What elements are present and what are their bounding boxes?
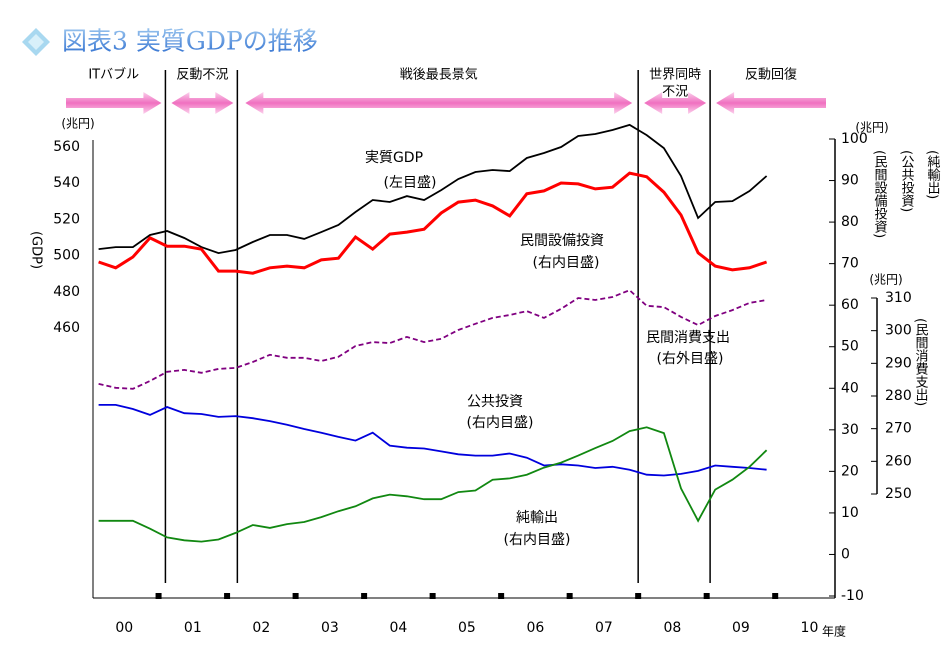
- y3-tick-label: 290: [885, 355, 912, 371]
- series-label: 純輸出: [516, 510, 558, 526]
- y2-tick-label: 80: [841, 214, 859, 230]
- x-tick-label: 07: [595, 620, 613, 636]
- x-tick-label: 05: [458, 620, 476, 636]
- x-tick: [703, 593, 710, 599]
- series-label: 民間設備投資: [520, 233, 604, 249]
- period-label: 世界同時: [649, 68, 701, 83]
- x-tick: [429, 593, 436, 599]
- x-label: 年度: [822, 625, 846, 639]
- title-icon: [22, 28, 50, 56]
- x-tick-label: 10: [801, 620, 819, 636]
- period-arrow: [66, 92, 162, 114]
- y-tick-label: 560: [53, 139, 80, 155]
- period-arrow: [171, 92, 234, 114]
- series-line: [98, 123, 768, 255]
- y3-tick-label: 260: [885, 453, 912, 469]
- period-arrow: [716, 92, 826, 114]
- y2-tick-label: -10: [841, 588, 864, 604]
- series-note: (右外目盛): [657, 351, 724, 367]
- series-line: [98, 171, 768, 275]
- x-tick: [566, 593, 573, 599]
- y2-tick-label: 30: [841, 422, 859, 438]
- period-arrow: [245, 92, 633, 114]
- y2-label: (純輸出): [925, 150, 941, 199]
- period-label: 戦後最長景気: [400, 67, 478, 83]
- x-tick: [224, 593, 231, 599]
- x-tick-label: 04: [389, 620, 407, 636]
- series-note: (右内目盛): [504, 532, 571, 548]
- period-label: ITバブル: [88, 67, 139, 83]
- period-label: 反動回復: [745, 67, 797, 83]
- chart-title: 図表3 実質GDPの推移: [62, 27, 318, 56]
- y2-tick-label: 40: [841, 380, 859, 396]
- y-label: (GDP): [29, 231, 44, 269]
- x-tick-label: 06: [526, 620, 544, 636]
- series-note: (右内目盛): [467, 415, 534, 431]
- series-line: [98, 404, 767, 477]
- y3-tick-label: 270: [885, 421, 912, 437]
- y2-tick-label: 0: [841, 546, 850, 562]
- period-label: 不況: [662, 85, 688, 100]
- x-tick: [155, 593, 162, 599]
- x-tick: [635, 593, 642, 599]
- y2-unit: (兆円): [855, 121, 888, 135]
- x-tick-label: 01: [184, 620, 202, 636]
- series-note: (左目盛): [384, 175, 437, 191]
- series-label: 民間消費支出: [646, 330, 730, 346]
- x-tick-label: 08: [664, 620, 682, 636]
- y2-tick-label: 50: [841, 339, 859, 355]
- y3-tick-label: 250: [885, 486, 912, 502]
- y3-tick-label: 310: [885, 290, 912, 306]
- x-tick: [292, 593, 299, 599]
- y2-tick-label: 70: [841, 256, 859, 272]
- x-tick: [772, 593, 779, 599]
- x-tick-label: 09: [732, 620, 750, 636]
- y3-label: (民間消費支出): [913, 318, 929, 406]
- series-label: 公共投資: [467, 394, 523, 410]
- y3-tick-label: 280: [885, 388, 912, 404]
- y-tick-label: 460: [53, 320, 80, 336]
- y3-unit: (兆円): [869, 273, 902, 287]
- series-label: 実質GDP: [365, 149, 423, 166]
- x-tick: [498, 593, 505, 599]
- series-line: [98, 289, 767, 390]
- series-note: (右内目盛): [533, 255, 600, 271]
- y-unit: (兆円): [61, 117, 94, 131]
- y-tick-label: 540: [53, 175, 80, 191]
- x-tick-label: 02: [252, 620, 270, 636]
- x-tick-label: 03: [321, 620, 339, 636]
- y2-tick-label: 20: [841, 463, 859, 479]
- series-line: [98, 426, 768, 543]
- y-tick-label: 500: [53, 248, 80, 264]
- period-label: 反動不況: [176, 68, 228, 83]
- y-tick-label: 520: [53, 211, 80, 227]
- y-tick-label: 480: [53, 284, 80, 300]
- x-tick: [361, 593, 368, 599]
- y2-tick-label: 60: [841, 297, 859, 313]
- period-arrow: [644, 92, 707, 114]
- y2-tick-label: 100: [841, 131, 868, 147]
- y3-tick-label: 300: [885, 323, 912, 339]
- y2-label: (公共投資): [899, 150, 915, 212]
- y2-tick-label: 10: [841, 505, 859, 521]
- y2-label: (民間設備投資): [872, 150, 888, 238]
- y2-tick-label: 90: [841, 173, 859, 189]
- x-tick-label: 00: [115, 620, 133, 636]
